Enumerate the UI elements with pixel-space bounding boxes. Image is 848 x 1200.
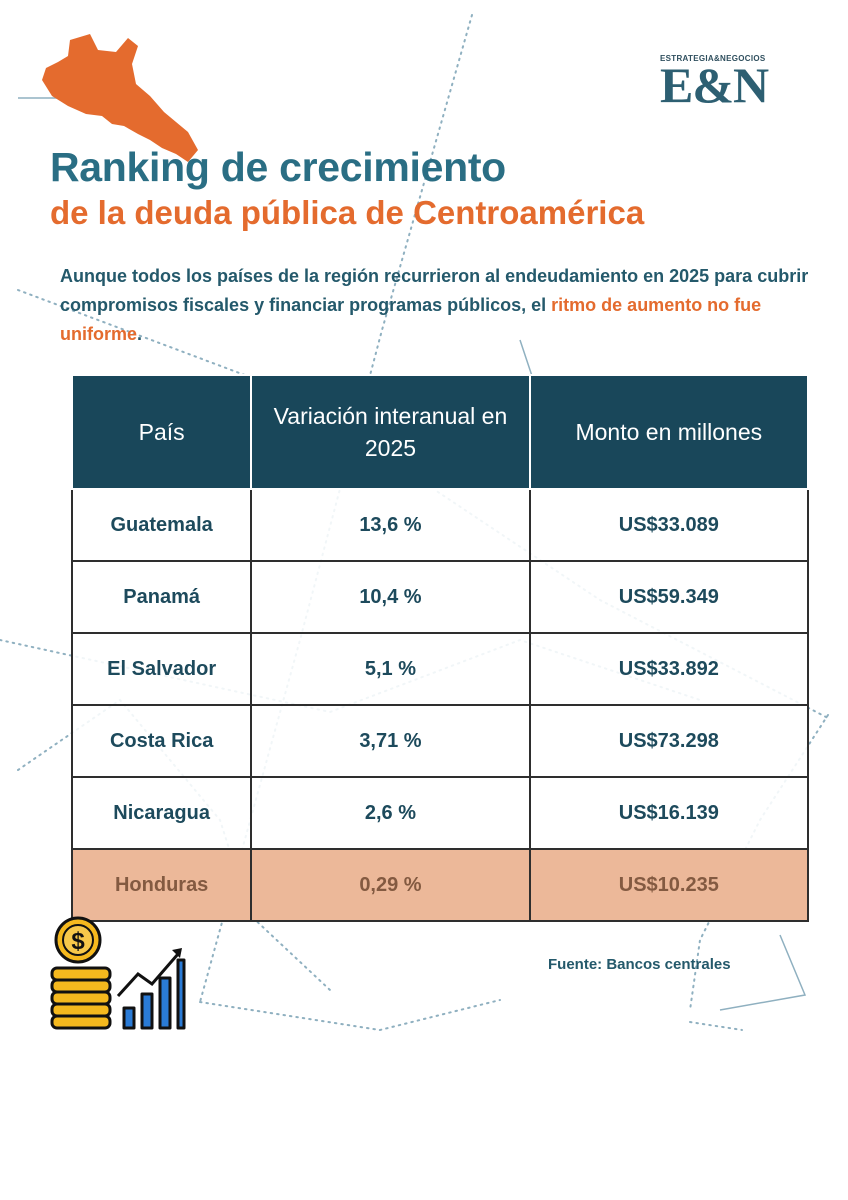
brand-logo: ESTRATEGIA&NEGOCIOS E&N [660,54,800,113]
cell-country: Costa Rica [70,704,253,778]
cell-variation: 2,6 % [250,776,531,850]
header-amount: Monto en millones [528,374,810,490]
cell-country: Guatemala [70,488,253,562]
intro-paragraph: Aunque todos los países de la región rec… [60,262,810,349]
cell-amount: US$10.235 [528,848,810,922]
cell-amount: US$33.089 [528,488,810,562]
svg-text:$: $ [71,928,85,955]
cell-country: Honduras [70,848,253,922]
cell-country: Nicaragua [70,776,253,850]
brand-kicker: ESTRATEGIA&NEGOCIOS [660,54,766,63]
cell-amount: US$33.892 [528,632,810,706]
cell-variation: 10,4 % [250,560,531,634]
cell-variation: 3,71 % [250,704,531,778]
table-row-highlighted: Honduras 0,29 % US$10.235 [70,848,810,922]
table-header-row: País Variación interanual en 2025 Monto … [70,374,810,490]
header-country: País [70,374,253,490]
debt-ranking-table: País Variación interanual en 2025 Monto … [70,374,810,922]
cell-variation: 5,1 % [250,632,531,706]
cell-amount: US$16.139 [528,776,810,850]
intro-text-end: . [137,324,143,344]
coins-growth-chart-icon: $ [50,916,186,1030]
intro-text-start: Aunque todos los países de la región rec… [60,266,809,315]
cell-variation: 13,6 % [250,488,531,562]
header-variation: Variación interanual en 2025 [250,374,531,490]
table-row: Nicaragua 2,6 % US$16.139 [70,776,810,850]
table-row: Guatemala 13,6 % US$33.089 [70,488,810,562]
cell-country: Panamá [70,560,253,634]
cell-amount: US$73.298 [528,704,810,778]
table-row: El Salvador 5,1 % US$33.892 [70,632,810,706]
cell-country: El Salvador [70,632,253,706]
cell-amount: US$59.349 [528,560,810,634]
source-note: Fuente: Bancos centrales [548,956,731,973]
page-title: Ranking de crecimiento [50,144,506,190]
table-row: Panamá 10,4 % US$59.349 [70,560,810,634]
brand-mark: E&N [660,57,769,113]
page-subtitle: de la deuda pública de Centroamérica [50,194,645,231]
cell-variation: 0,29 % [250,848,531,922]
intro-highlight: ritmo de aumento no fue uniforme [60,295,762,344]
table-row: Costa Rica 3,71 % US$73.298 [70,704,810,778]
central-america-map-icon [42,34,198,162]
